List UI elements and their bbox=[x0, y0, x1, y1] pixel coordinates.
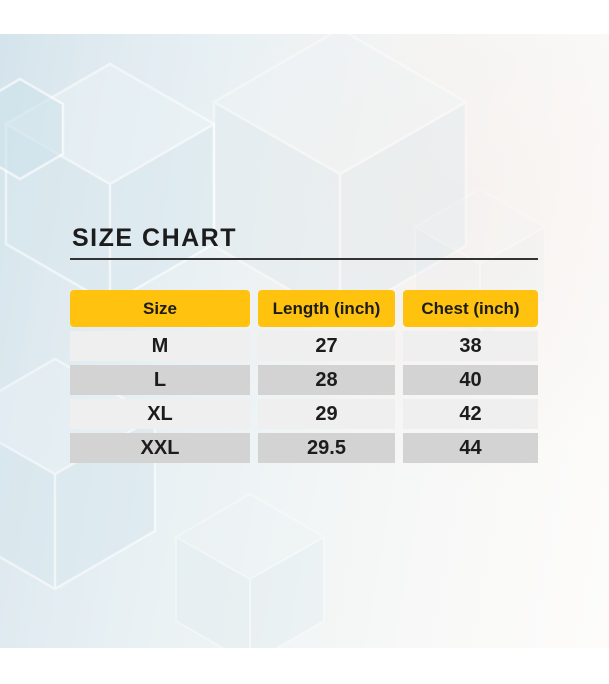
cell-chest-l: 40 bbox=[403, 365, 538, 395]
cell-size-l: L bbox=[70, 365, 250, 395]
cell-length-xxl: 29.5 bbox=[258, 433, 395, 463]
cell-length-xl: 29 bbox=[258, 399, 395, 429]
cell-size-xxl: XXL bbox=[70, 433, 250, 463]
page-title: SIZE CHART bbox=[72, 224, 237, 252]
cell-size-xl: XL bbox=[70, 399, 250, 429]
cell-length-l: 28 bbox=[258, 365, 395, 395]
cell-chest-xxl: 44 bbox=[403, 433, 538, 463]
cell-size-m: M bbox=[70, 331, 250, 361]
cell-chest-xl: 42 bbox=[403, 399, 538, 429]
size-table: Size Length (inch) Chest (inch) M 27 38 … bbox=[70, 290, 538, 463]
header-cell-size: Size bbox=[70, 290, 250, 327]
header-cell-chest: Chest (inch) bbox=[403, 290, 538, 327]
cell-chest-m: 38 bbox=[403, 331, 538, 361]
header-cell-length: Length (inch) bbox=[258, 290, 395, 327]
title-underline bbox=[70, 258, 538, 260]
cell-length-m: 27 bbox=[258, 331, 395, 361]
